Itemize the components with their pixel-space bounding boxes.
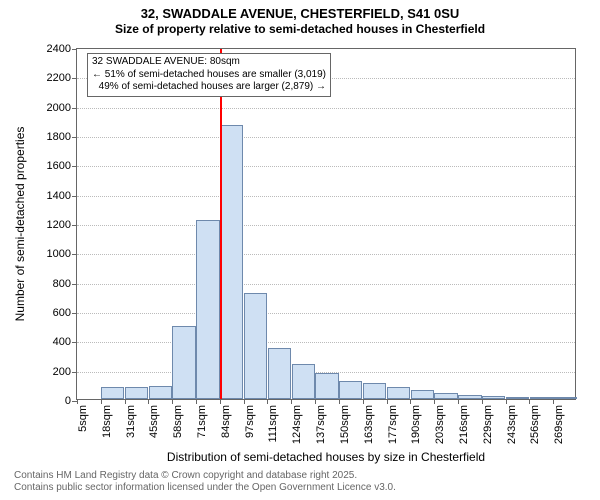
x-tick-label: 177sqm <box>387 405 399 444</box>
annotation-line: ← 51% of semi-detached houses are smalle… <box>92 69 326 82</box>
y-tick-label: 1200 <box>47 219 77 231</box>
x-tick-label: 256sqm <box>529 405 541 444</box>
property-marker-line <box>220 49 222 399</box>
x-tick-label: 190sqm <box>410 405 422 444</box>
x-tick-mark <box>101 399 102 404</box>
title-line-1: 32, SWADDALE AVENUE, CHESTERFIELD, S41 0… <box>0 6 600 22</box>
footer-note: Contains HM Land Registry data © Crown c… <box>14 470 396 494</box>
histogram-bar <box>244 293 267 399</box>
histogram-bar <box>339 381 362 399</box>
x-tick-mark <box>244 399 245 404</box>
x-tick-label: 137sqm <box>315 405 327 444</box>
x-tick-label: 5sqm <box>77 405 89 432</box>
grid-line <box>77 284 575 285</box>
x-tick-label: 124sqm <box>291 405 303 444</box>
x-tick-mark <box>172 399 173 404</box>
histogram-bar <box>292 364 315 399</box>
x-tick-label: 150sqm <box>339 405 351 444</box>
x-tick-mark <box>529 399 530 404</box>
y-tick-label: 1800 <box>47 131 77 143</box>
x-tick-mark <box>125 399 126 404</box>
x-tick-label: 45sqm <box>148 405 160 438</box>
x-tick-label: 58sqm <box>172 405 184 438</box>
grid-line <box>77 137 575 138</box>
chart-container: 32, SWADDALE AVENUE, CHESTERFIELD, S41 0… <box>0 0 600 500</box>
x-tick-mark <box>458 399 459 404</box>
x-tick-label: 18sqm <box>101 405 113 438</box>
annotation-box: 32 SWADDALE AVENUE: 80sqm← 51% of semi-d… <box>87 53 331 97</box>
x-tick-mark <box>506 399 507 404</box>
x-tick-label: 111sqm <box>267 405 279 443</box>
footer-line-2: Contains public sector information licen… <box>14 482 396 494</box>
x-tick-label: 203sqm <box>434 405 446 444</box>
plot-area: 0200400600800100012001400160018002000220… <box>76 48 576 400</box>
grid-line <box>77 313 575 314</box>
y-tick-label: 200 <box>53 366 77 378</box>
footer-line-1: Contains HM Land Registry data © Crown c… <box>14 470 396 482</box>
x-tick-label: 31sqm <box>125 405 137 438</box>
x-tick-mark <box>291 399 292 404</box>
x-axis-label: Distribution of semi-detached houses by … <box>167 450 485 464</box>
y-tick-label: 1400 <box>47 190 77 202</box>
y-tick-label: 600 <box>53 307 77 319</box>
histogram-bar <box>363 383 386 399</box>
histogram-bar <box>149 386 172 399</box>
y-tick-label: 2200 <box>47 72 77 84</box>
y-tick-label: 1600 <box>47 160 77 172</box>
histogram-bar <box>387 387 410 399</box>
y-tick-label: 1000 <box>47 248 77 260</box>
histogram-bar <box>482 396 505 399</box>
grid-line <box>77 166 575 167</box>
histogram-bar <box>434 393 457 399</box>
y-tick-label: 400 <box>53 336 77 348</box>
x-tick-mark <box>339 399 340 404</box>
y-tick-label: 2400 <box>47 43 77 55</box>
x-tick-mark <box>387 399 388 404</box>
y-tick-label: 800 <box>53 278 77 290</box>
grid-line <box>77 108 575 109</box>
grid-line <box>77 225 575 226</box>
histogram-bar <box>315 373 338 399</box>
x-tick-label: 163sqm <box>363 405 375 444</box>
x-tick-label: 243sqm <box>506 405 518 444</box>
title-line-2: Size of property relative to semi-detach… <box>0 22 600 36</box>
annotation-line: 49% of semi-detached houses are larger (… <box>92 81 326 94</box>
x-tick-mark <box>482 399 483 404</box>
x-tick-mark <box>148 399 149 404</box>
histogram-bar <box>268 348 291 399</box>
x-tick-label: 216sqm <box>458 405 470 444</box>
histogram-bar <box>101 387 124 399</box>
x-tick-label: 97sqm <box>244 405 256 438</box>
x-tick-label: 269sqm <box>553 405 565 444</box>
grid-line <box>77 196 575 197</box>
x-tick-mark <box>196 399 197 404</box>
annotation-line: 32 SWADDALE AVENUE: 80sqm <box>92 56 326 69</box>
x-tick-mark <box>553 399 554 404</box>
x-tick-label: 84sqm <box>220 405 232 438</box>
histogram-bar <box>411 390 434 399</box>
grid-line <box>77 342 575 343</box>
x-tick-mark <box>220 399 221 404</box>
histogram-bar <box>172 326 195 399</box>
histogram-bar <box>196 220 219 399</box>
x-tick-mark <box>77 399 78 404</box>
histogram-bar <box>506 397 529 399</box>
x-tick-label: 229sqm <box>482 405 494 444</box>
chart-title-block: 32, SWADDALE AVENUE, CHESTERFIELD, S41 0… <box>0 0 600 36</box>
grid-line <box>77 254 575 255</box>
histogram-bar <box>553 397 576 399</box>
x-tick-mark <box>363 399 364 404</box>
histogram-bar <box>125 387 148 399</box>
histogram-bar <box>530 397 553 399</box>
x-tick-mark <box>410 399 411 404</box>
histogram-bar <box>458 395 481 399</box>
histogram-bar <box>220 125 243 399</box>
x-tick-mark <box>434 399 435 404</box>
y-axis-label: Number of semi-detached properties <box>13 127 27 322</box>
y-tick-label: 2000 <box>47 102 77 114</box>
y-tick-label: 0 <box>65 395 77 407</box>
x-tick-label: 71sqm <box>196 405 208 438</box>
x-tick-mark <box>267 399 268 404</box>
x-tick-mark <box>315 399 316 404</box>
